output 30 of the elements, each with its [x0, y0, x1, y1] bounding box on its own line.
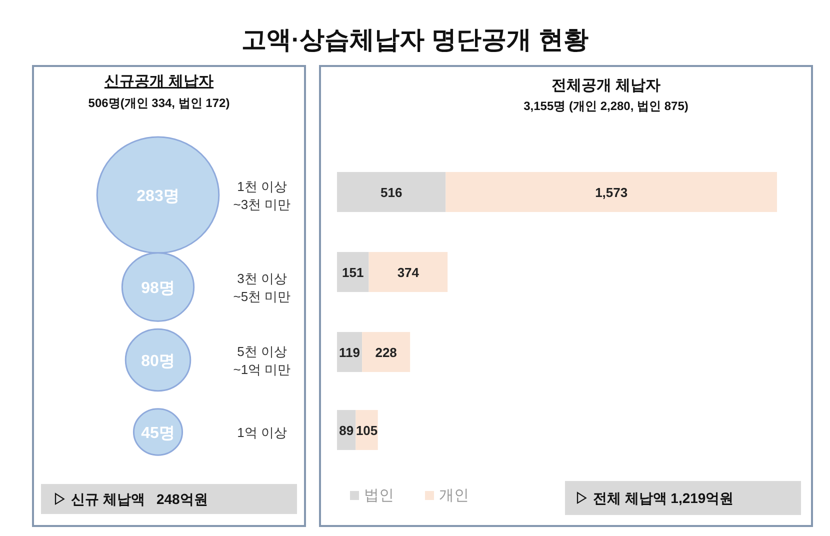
text: ▷ 전체 체납액 1,219억원 — [575, 490, 734, 506]
text: 신규공개 체납자 — [104, 73, 214, 90]
category-label: 3천 이상 ~5천 미만 — [233, 271, 291, 304]
bar — [337, 172, 446, 212]
data-label: 228 — [375, 345, 397, 360]
bar — [337, 252, 369, 292]
data-label: 516 — [380, 185, 402, 200]
legend-label: 개인 — [439, 487, 469, 504]
data-label: 80명 — [141, 353, 175, 370]
category-label: 1억 이상 — [237, 425, 287, 440]
data-label: 151 — [342, 265, 364, 280]
data-label: 105 — [356, 423, 378, 438]
data-label: 374 — [397, 265, 420, 280]
category-label: 1천 이상 ~3천 미만 — [233, 179, 291, 212]
data-label: 119 — [339, 345, 360, 360]
data-label: 283명 — [136, 188, 180, 205]
legend-label: 법인 — [364, 487, 394, 504]
data-label: 89 — [339, 423, 354, 438]
bar — [362, 332, 410, 372]
category-label: 5천 이상 ~1억 미만 — [233, 344, 291, 377]
data-label: 1,573 — [595, 185, 628, 200]
text: ▷ 신규 체납액 248억원 — [53, 491, 208, 507]
data-label: 98명 — [141, 280, 175, 297]
text: 고액·상습체납자 명단공개 현황 — [241, 26, 589, 54]
bar — [446, 172, 777, 212]
chart-title: 전체공개 체납자 — [551, 77, 661, 94]
text: 506명(개인 334, 법인 172) — [88, 96, 230, 110]
chart-subtitle: 3,155명 (개인 2,280, 법인 875) — [524, 99, 688, 113]
bar — [368, 252, 448, 292]
data-label: 45명 — [141, 425, 175, 442]
